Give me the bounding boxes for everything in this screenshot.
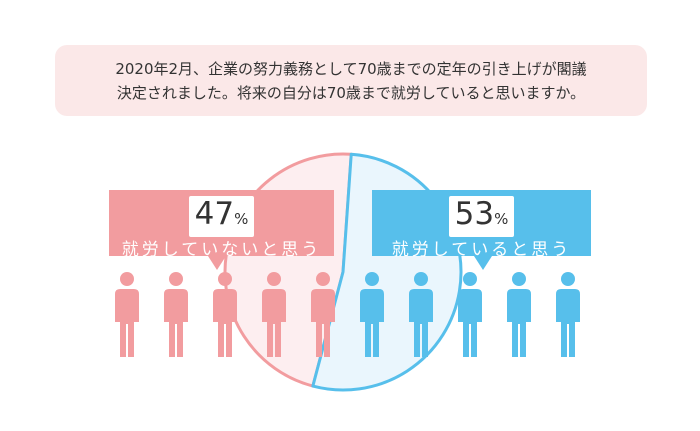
survey-question-box: 2020年2月、企業の努力義務として70歳までの定年の引き上げが閣議 決定されま… — [55, 45, 647, 116]
person-icon — [213, 272, 237, 357]
survey-question-line-1: 2020年2月、企業の努力義務として70歳までの定年の引き上げが閣議 — [115, 60, 587, 78]
person-icon — [556, 272, 580, 357]
unit-not-working: % — [234, 210, 249, 228]
value-working: 53 — [454, 196, 495, 232]
bubble-tail-not-working — [208, 256, 226, 270]
person-icon — [507, 272, 531, 357]
person-icon — [409, 272, 433, 357]
person-icon — [262, 272, 286, 357]
label-working: 就労していると思う — [391, 240, 572, 260]
label-not-working: 就労していないと思う — [121, 240, 322, 260]
person-icon — [164, 272, 188, 357]
bubble-working: 53% 就労していると思う — [372, 190, 591, 260]
person-icon — [115, 272, 139, 357]
percentage-working: 53% — [448, 196, 515, 237]
survey-question-line-2: 決定されました。将来の自分は70歳まで就労していると思いますか。 — [116, 84, 586, 102]
people-figures — [115, 272, 580, 357]
bubble-not-working: 47% 就労していないと思う — [109, 190, 334, 260]
person-icon — [360, 272, 384, 357]
percentage-not-working: 47% — [188, 196, 255, 237]
bubble-tail-working — [474, 256, 492, 270]
unit-working: % — [494, 210, 509, 228]
value-not-working: 47 — [194, 196, 235, 232]
person-icon — [311, 272, 335, 357]
person-icon — [458, 272, 482, 357]
